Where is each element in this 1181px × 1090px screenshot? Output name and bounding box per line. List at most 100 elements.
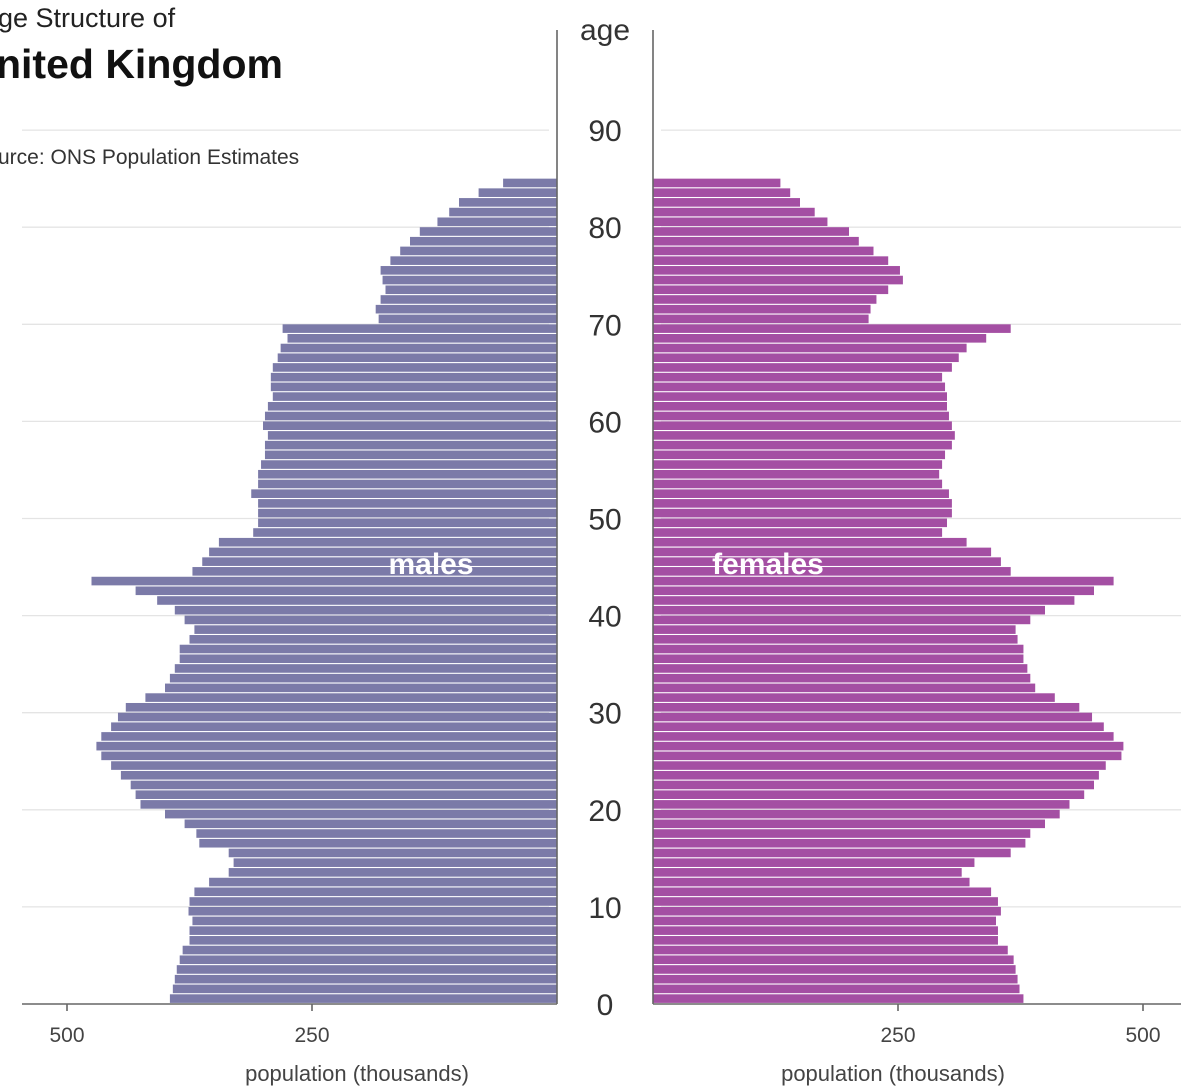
male-bar-age-81 [449, 207, 557, 217]
male-bar-age-55 [261, 460, 557, 469]
female-bar-age-39 [653, 615, 1031, 625]
female-bar-age-21 [653, 790, 1085, 799]
female-bar-age-38 [653, 625, 1016, 634]
male-bar-age-59 [263, 421, 557, 431]
male-bar-age-36 [179, 644, 557, 654]
female-bar-age-33 [653, 673, 1031, 683]
female-bar-age-61 [653, 401, 947, 411]
male-bar-age-2 [174, 974, 558, 984]
female-bar-age-16 [653, 838, 1026, 848]
female-bar-age-48 [653, 528, 943, 537]
female-bar-age-32 [653, 683, 1036, 693]
male-bar-age-73 [385, 285, 557, 295]
pop-tick-right-500: 500 [1125, 1024, 1160, 1047]
female-bar-age-22 [653, 780, 1094, 790]
male-bar-age-67 [280, 343, 557, 353]
male-bar-age-35 [179, 654, 557, 664]
male-bar-age-19 [165, 809, 557, 819]
male-bar-age-33 [169, 673, 557, 683]
female-bar-age-13 [653, 868, 962, 877]
female-bar-age-20 [653, 800, 1070, 809]
female-bar-age-11 [653, 887, 992, 897]
female-bar-age-50 [653, 508, 952, 518]
female-bar-age-68 [653, 334, 987, 343]
male-bar-age-64 [270, 372, 557, 382]
female-bar-age-82 [653, 198, 800, 207]
male-bar-age-48 [253, 528, 557, 537]
female-bar-age-26 [653, 741, 1124, 751]
female-bar-age-46 [653, 547, 992, 557]
female-bar-age-24 [653, 761, 1106, 770]
male-bar-age-70 [378, 314, 557, 324]
male-bar-age-72 [380, 295, 557, 304]
male-bar-age-30 [125, 702, 558, 712]
female-bar-age-8 [653, 916, 996, 926]
male-bar-age-71 [375, 304, 557, 314]
male-bar-age-26 [96, 741, 558, 751]
male-bar-age-60 [264, 411, 557, 421]
age-tick-30: 30 [588, 698, 621, 731]
female-bar-age-19 [653, 809, 1060, 819]
pop-tick-left-250: 250 [294, 1024, 329, 1047]
female-bar-age-15 [653, 848, 1011, 858]
chart-source: urce: ONS Population Estimates [0, 146, 299, 169]
female-bar-age-72 [653, 295, 877, 304]
pop-tick-left-500: 500 [49, 1024, 84, 1047]
male-bar-age-4 [179, 955, 557, 965]
female-bar-age-69 [653, 324, 1011, 333]
male-bar-age-66 [277, 353, 557, 363]
female-bar-age-73 [653, 285, 889, 295]
y-axis-label: age [580, 14, 630, 47]
male-bar-age-46 [209, 547, 557, 557]
female-bar-age-3 [653, 965, 1016, 974]
male-bar-age-45 [202, 557, 558, 566]
male-bar-age-11 [194, 887, 557, 897]
female-bar-age-59 [653, 421, 952, 431]
male-bar-age-37 [189, 635, 557, 644]
male-bar-age-8 [192, 916, 557, 926]
male-bar-age-79 [419, 227, 557, 236]
female-bar-age-47 [653, 537, 967, 547]
female-bar-age-12 [653, 877, 970, 887]
male-bar-age-20 [140, 800, 557, 809]
male-bar-age-24 [111, 761, 557, 770]
female-bar-age-58 [653, 431, 955, 440]
male-bar-age-74 [382, 275, 557, 285]
female-bar-age-10 [653, 897, 998, 906]
male-bar-age-15 [228, 848, 557, 858]
female-bar-age-34 [653, 664, 1028, 673]
male-bar-age-16 [199, 838, 558, 848]
female-bar-age-56 [653, 450, 946, 460]
male-bar-age-69 [282, 324, 557, 333]
chart-title: nited Kingdom [0, 41, 283, 87]
female-bar-age-64 [653, 372, 943, 382]
female-bar-age-71 [653, 304, 871, 314]
male-bar-age-13 [228, 868, 557, 877]
male-bar-age-14 [233, 858, 557, 867]
male-bar-age-18 [184, 819, 557, 829]
male-bar-age-7 [189, 926, 557, 935]
age-tick-90: 90 [588, 115, 621, 148]
female-bar-age-27 [653, 732, 1114, 741]
female-bar-age-42 [653, 586, 1094, 596]
age-tick-50: 50 [588, 504, 621, 537]
age-tick-20: 20 [588, 795, 621, 828]
female-bar-age-54 [653, 469, 940, 479]
female-bar-age-6 [653, 936, 998, 945]
male-bar-age-5 [182, 945, 557, 955]
age-tick-60: 60 [588, 406, 621, 439]
female-bar-age-43 [653, 576, 1114, 586]
female-bar-age-65 [653, 363, 952, 372]
male-bar-age-39 [184, 615, 557, 625]
female-bar-age-31 [653, 693, 1055, 702]
female-bar-age-67 [653, 343, 967, 353]
male-bar-age-77 [400, 246, 557, 256]
age-tick-10: 10 [588, 892, 621, 925]
female-bar-age-75 [653, 266, 900, 275]
male-bar-age-49 [258, 518, 557, 528]
female-bar-age-81 [653, 207, 815, 217]
female-bar-age-52 [653, 489, 949, 498]
female-bar-age-51 [653, 499, 952, 508]
male-bar-age-23 [120, 770, 558, 780]
male-bar-age-29 [117, 712, 558, 722]
